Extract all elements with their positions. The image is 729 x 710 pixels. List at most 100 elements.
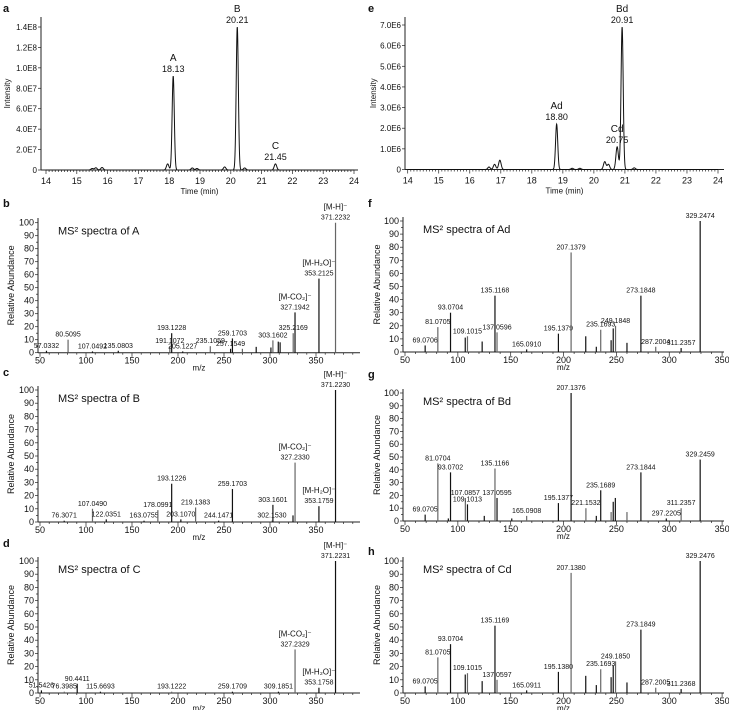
x-tick-label: 250 (216, 356, 231, 366)
y-tick-label: 100 (384, 556, 399, 566)
ion-annotation: [M-H₂O]⁻ (302, 259, 335, 268)
x-tick-label: 150 (124, 356, 139, 366)
peak-rt-label: 20.91 (611, 15, 634, 25)
y-tick-label: 80 (24, 411, 34, 421)
y-tick-label: 1.4E8 (16, 23, 37, 32)
y-tick-label: 0 (394, 516, 399, 526)
y-tick-label: 30 (24, 477, 34, 487)
y-tick-label: 0 (33, 166, 38, 175)
x-tick-label: 350 (715, 524, 729, 534)
peak-mz-label: 371.2232 (321, 215, 350, 222)
y-tick-label: 30 (389, 648, 399, 658)
peak-mz-label: 195.1377 (544, 495, 573, 502)
y-tick-label: 0 (29, 348, 34, 358)
x-tick-label: 50 (400, 524, 410, 534)
x-axis-title: m/z (557, 704, 570, 710)
peak-mz-label: 69.0706 (413, 337, 438, 344)
peak-mz-label: 122.0351 (92, 511, 121, 518)
x-tick-label: 200 (170, 696, 185, 706)
x-tick-label: 24 (713, 176, 723, 186)
y-tick-label: 60 (389, 609, 399, 619)
x-tick-label: 200 (556, 696, 571, 706)
x-tick-label: 350 (308, 696, 323, 706)
x-tick-label: 22 (651, 176, 661, 186)
y-tick-label: 10 (389, 334, 399, 344)
peak-mz-label: 76.3071 (52, 513, 77, 520)
peak-mz-label: 193.1226 (157, 476, 186, 483)
panel-letter: d (3, 538, 10, 550)
spectrum-title: MS² spectra of Ad (423, 224, 510, 236)
y-tick-label: 40 (389, 465, 399, 475)
peak-name-label: C (272, 141, 279, 152)
y-tick-label: 80 (24, 582, 34, 592)
x-tick-label: 16 (465, 176, 475, 186)
peak-name-label: Cd (611, 124, 624, 135)
y-tick-label: 0 (397, 166, 402, 175)
x-tick-label: 150 (503, 524, 518, 534)
y-tick-label: 60 (389, 439, 399, 449)
peak-mz-label: 135.0803 (104, 343, 133, 350)
peak-mz-label: 165.0911 (512, 682, 541, 689)
peak-mz-label: 311.2368 (667, 681, 696, 688)
x-tick-label: 200 (170, 525, 185, 535)
y-tick-label: 100 (384, 388, 399, 398)
y-tick-label: 40 (24, 296, 34, 306)
x-tick-label: 300 (262, 525, 277, 535)
peak-mz-label: 207.1379 (556, 244, 585, 251)
peak-mz-label: 81.0704 (425, 455, 450, 462)
x-tick-label: 250 (216, 525, 231, 535)
x-tick-label: 24 (349, 176, 359, 186)
y-tick-label: 60 (24, 438, 34, 448)
x-tick-label: 21 (257, 176, 267, 186)
peak-mz-label: 325.2169 (279, 325, 308, 332)
y-tick-label: 40 (389, 635, 399, 645)
peak-mz-label: 273.1844 (626, 464, 655, 471)
chromatogram-trace (46, 26, 354, 171)
y-tick-label: 50 (389, 282, 399, 292)
y-tick-label: 70 (24, 425, 34, 435)
peak-mz-label: 371.2231 (321, 553, 350, 560)
x-axis-title: Time (min) (546, 187, 584, 196)
x-tick-label: 350 (308, 525, 323, 535)
x-axis-title: m/z (557, 532, 570, 541)
y-tick-label: 30 (389, 308, 399, 318)
y-axis-title: Intensity (369, 78, 378, 108)
y-tick-label: 90 (389, 229, 399, 239)
panel-letter: c (3, 367, 9, 379)
y-tick-label: 7.0E6 (380, 21, 401, 30)
spectrum-title: MS² spectra of Cd (423, 564, 512, 576)
y-tick-label: 20 (24, 491, 34, 501)
peak-mz-label: 259.1703 (218, 330, 247, 337)
peak-mz-label: 311.2357 (667, 340, 696, 347)
x-axis-title: m/z (193, 704, 206, 710)
x-tick-label: 15 (434, 176, 444, 186)
panel-letter: h (368, 546, 375, 558)
y-tick-label: 0 (394, 347, 399, 357)
y-tick-label: 90 (389, 401, 399, 411)
peak-mz-label: 178.0991 (143, 502, 172, 509)
peak-mz-label: 195.1380 (544, 664, 573, 671)
peak-mz-label: 93.0704 (438, 305, 463, 312)
y-tick-label: 0 (29, 688, 34, 698)
peak-mz-label: 329.2474 (686, 213, 715, 220)
spectrum-title: MS² spectra of Bd (423, 396, 511, 408)
x-tick-label: 14 (403, 176, 413, 186)
panel-d: d 50 100 150 200 250 300 350 0 10 20 30 40 50 60 70 80 90… (3, 538, 360, 710)
peak-mz-label: 259.1709 (218, 684, 247, 691)
y-tick-label: 10 (389, 503, 399, 513)
y-tick-label: 70 (24, 596, 34, 606)
x-tick-label: 18 (164, 176, 174, 186)
y-tick-label: 10 (24, 675, 34, 685)
x-tick-label: 300 (262, 356, 277, 366)
x-tick-label: 250 (609, 355, 624, 365)
x-tick-label: 50 (35, 525, 45, 535)
panel-b: b 50 100 150 200 250 300 350 0 10 20 30 40 50 60 70 80 90… (3, 198, 360, 373)
peak-mz-label: 69.0705 (413, 507, 438, 514)
x-tick-label: 300 (662, 355, 677, 365)
y-axis-title: Relative Abundance (372, 244, 382, 324)
y-tick-label: 6.0E6 (380, 42, 401, 51)
ion-annotation: [M-H₂O]⁻ (302, 486, 335, 495)
peak-mz-label: 115.6693 (86, 684, 115, 691)
x-axis-title: m/z (193, 364, 206, 373)
peak-mz-label: 329.2459 (686, 452, 715, 459)
